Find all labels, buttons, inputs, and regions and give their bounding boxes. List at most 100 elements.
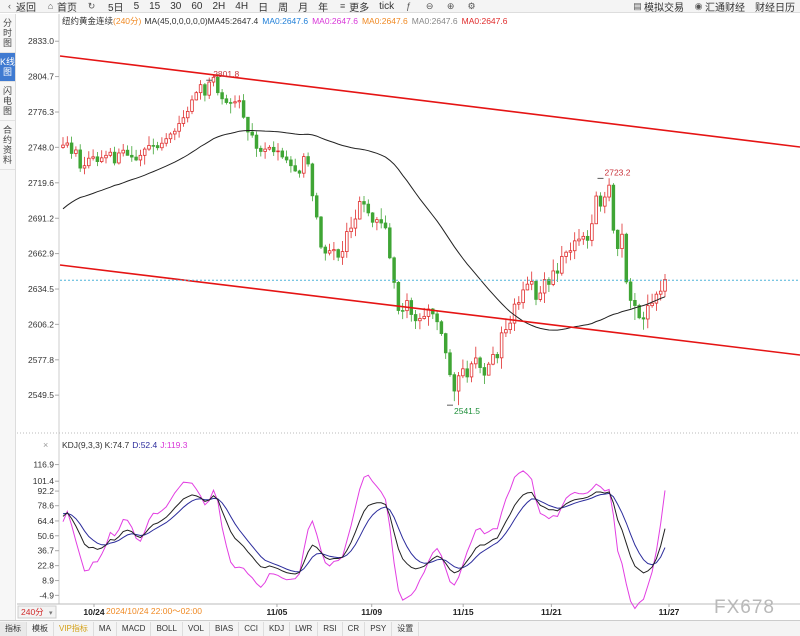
- indicator-tab[interactable]: VIP指标: [54, 621, 94, 636]
- sidebar-tab[interactable]: 分时图: [0, 14, 15, 53]
- candle-down: [435, 313, 439, 323]
- candle-down: [585, 235, 590, 241]
- candle-up: [302, 156, 306, 174]
- period-15[interactable]: 15: [149, 0, 161, 12]
- period-select[interactable]: [17, 605, 57, 619]
- formula-button[interactable]: ƒ: [399, 0, 420, 13]
- candle-down: [534, 281, 538, 300]
- period-5day[interactable]: 5日: [108, 2, 124, 14]
- indicator-tab[interactable]: PSY: [365, 621, 393, 636]
- candle-up: [87, 157, 91, 167]
- sidebar-tab[interactable]: K线图: [0, 53, 15, 82]
- period-30[interactable]: 30: [170, 0, 182, 12]
- kdj-tick-label: 8.9: [42, 576, 54, 586]
- indicator-tab[interactable]: 模板: [27, 621, 54, 636]
- indicator-tab[interactable]: 设置: [392, 621, 420, 636]
- refresh-icon: ↻: [87, 0, 96, 11]
- candle-down: [482, 367, 487, 376]
- kdj-tick-label: 116.9: [33, 460, 54, 470]
- indicator-tab[interactable]: CCI: [239, 621, 264, 636]
- candle-down: [448, 352, 452, 376]
- indicator-button[interactable]: ⚙: [462, 0, 483, 13]
- sidebar-tab[interactable]: 闪电图: [0, 82, 15, 121]
- candle-up: [607, 184, 611, 198]
- candle-up: [198, 84, 203, 94]
- zoom-in-button[interactable]: ⊕: [441, 0, 462, 13]
- candle-up: [263, 148, 267, 152]
- close-icon[interactable]: ×: [43, 440, 48, 450]
- candle-up: [237, 100, 242, 103]
- calendar-link[interactable]: 财经日历: [755, 2, 795, 14]
- candle-down: [383, 222, 388, 229]
- period-month[interactable]: 月: [298, 2, 309, 14]
- price-tick-label: 2549.5: [28, 390, 54, 400]
- indicator-tab[interactable]: 指标: [0, 621, 27, 636]
- price-legend: 纽约黄金连续(240分) MA(45,0,0,0,0,0)MA45:2647.4 M…: [62, 16, 508, 26]
- date-axis: 10/24 11/05 11/09 11/15 11/21 11/27: [83, 604, 680, 617]
- tick-button[interactable]: tick: [379, 0, 395, 12]
- candle-up: [276, 150, 280, 153]
- kdj-d-value: D:52.4: [132, 440, 157, 450]
- period-4h[interactable]: 4H: [235, 0, 249, 12]
- crosshair-date: 2024/10/24 22:00～02:00: [106, 606, 202, 616]
- kline-chart[interactable]: 2833.0 2804.7 2776.3 2748.0 2719.6 2691.2 2662…: [0, 14, 800, 620]
- candle-up: [181, 117, 186, 124]
- indicator-tab[interactable]: MACD: [117, 621, 152, 636]
- sidebar-tab[interactable]: 合约资料: [0, 121, 15, 170]
- period-day[interactable]: 日: [258, 2, 269, 14]
- more-button[interactable]: ≡ 更多: [339, 0, 370, 14]
- indicator-tab[interactable]: LWR: [290, 621, 319, 636]
- candle-up: [474, 357, 478, 365]
- legend-ma-value: MA0:2647.6: [262, 16, 308, 26]
- indicator-tab[interactable]: RSI: [318, 621, 343, 636]
- candle-down: [478, 357, 482, 368]
- candle-up: [99, 157, 104, 162]
- candle-up: [185, 110, 190, 119]
- candle-up: [461, 368, 465, 377]
- candle-down: [439, 321, 444, 335]
- indicator-tab[interactable]: CR: [343, 621, 366, 636]
- period-week[interactable]: 周: [278, 2, 289, 14]
- candle-down: [289, 159, 293, 167]
- candle-down: [280, 150, 285, 158]
- candle-up: [82, 165, 87, 169]
- back-button[interactable]: ‹ 返回: [0, 0, 41, 14]
- upper-trendline: [59, 55, 800, 148]
- candle-up: [594, 195, 598, 225]
- candle-down: [203, 84, 207, 96]
- annotation-label: 2723.2: [605, 167, 631, 177]
- huitong-link[interactable]: ◉ 汇通财经: [694, 0, 745, 14]
- candle-down: [452, 374, 457, 392]
- indicator-tab[interactable]: VOL: [183, 621, 210, 636]
- indicator-tab[interactable]: BIAS: [210, 621, 240, 636]
- candle-down: [624, 233, 629, 283]
- refresh-button[interactable]: ↻: [82, 0, 103, 13]
- kdj-tick-label: 64.4: [37, 516, 54, 526]
- period-year[interactable]: 年: [318, 2, 329, 14]
- candle-down: [259, 147, 263, 152]
- legend-period: (240分): [113, 16, 142, 26]
- candle-down: [220, 92, 224, 100]
- period-60[interactable]: 60: [191, 0, 203, 12]
- back-icon: ‹: [8, 0, 11, 11]
- indicator-tab[interactable]: MA: [94, 621, 117, 636]
- candle-up: [160, 142, 164, 149]
- candle-up: [207, 81, 211, 96]
- home-icon: ⌂: [47, 0, 54, 11]
- lower-trendline: [59, 264, 800, 356]
- candle-up: [521, 289, 525, 304]
- period-2h[interactable]: 2H: [212, 0, 226, 12]
- kdj-k-line: [62, 491, 666, 575]
- legend-ma-value: MA0:2647.6: [412, 16, 458, 26]
- candle-down: [293, 165, 297, 172]
- period-5[interactable]: 5: [133, 0, 140, 12]
- zoom-out-button[interactable]: ⊖: [420, 0, 441, 13]
- candle-up: [353, 218, 358, 229]
- demo-trade-link[interactable]: ▤ 模拟交易: [633, 0, 684, 14]
- indicator-tab[interactable]: KDJ: [264, 621, 291, 636]
- candle-down: [598, 195, 603, 207]
- home-button[interactable]: ⌂ 首页: [47, 0, 77, 14]
- date-tick-label: 11/09: [361, 607, 382, 617]
- indicator-tab[interactable]: BOLL: [151, 621, 183, 636]
- candle-down: [413, 314, 418, 322]
